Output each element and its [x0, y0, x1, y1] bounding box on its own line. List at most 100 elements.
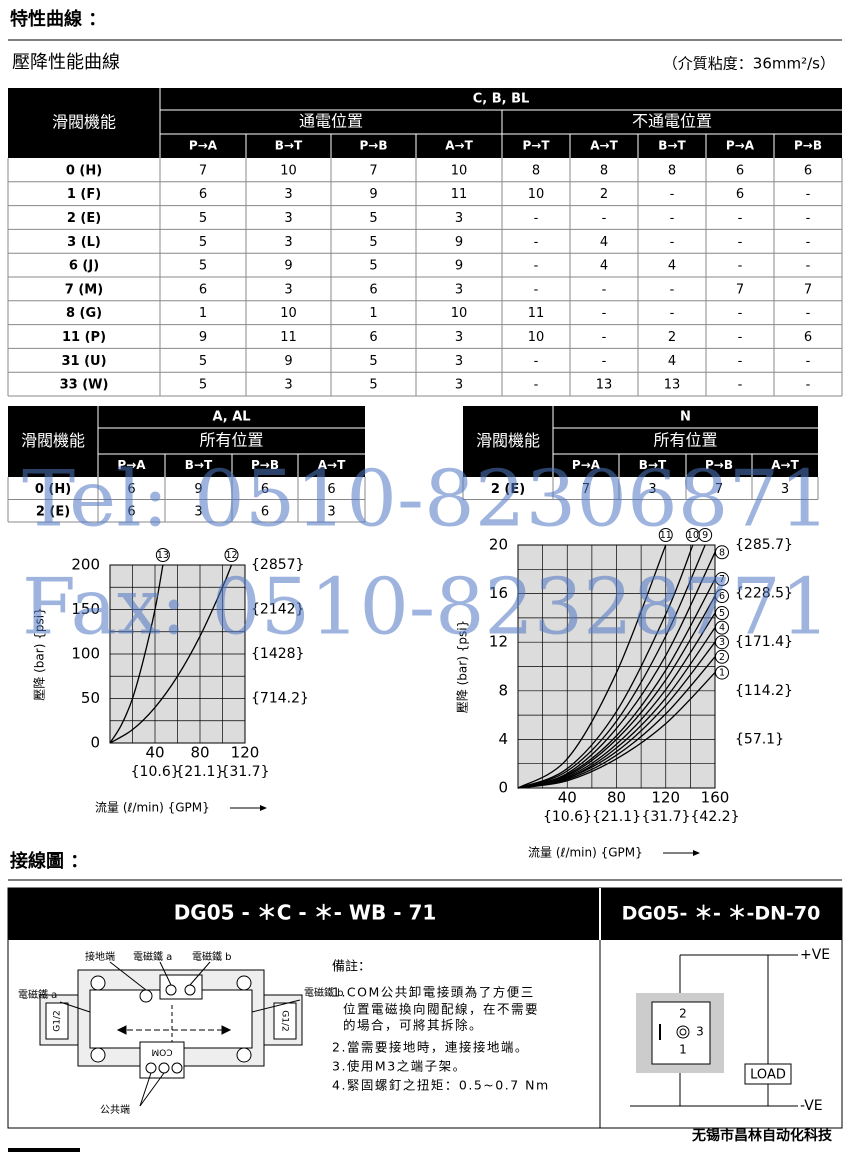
diagram-label: 電磁鐵 b: [304, 986, 344, 999]
row-label: 7 (M): [65, 282, 103, 297]
table-cell: -: [806, 259, 811, 274]
port-label: G1/2: [280, 1010, 290, 1031]
note-line: 的場合，可將其拆除。: [343, 1018, 483, 1033]
table-cell: 6: [804, 163, 812, 178]
table-group: C, B, BL: [473, 92, 530, 107]
table-cell: 6: [199, 187, 207, 202]
wiring-title: 接線圖 ：: [10, 850, 88, 872]
y2-tick-label: {2142}: [251, 602, 304, 618]
table-cell: 9: [455, 259, 463, 274]
row-label: 2 (E): [67, 211, 101, 226]
table-cell: 3: [455, 282, 463, 297]
x-axis-label: 流量 (ℓ/min) {GPM}: [528, 846, 643, 860]
table-cell: 11: [528, 306, 545, 321]
table-cell: 10: [451, 163, 468, 178]
row-label: 0 (H): [35, 482, 71, 497]
watermark: Tel: 0510-82306871: [22, 455, 830, 545]
x-axis-label: 流量 (ℓ/min) {GPM}: [95, 801, 210, 815]
y-tick-label: 0: [498, 779, 508, 797]
y2-tick-label: {2857}: [251, 557, 304, 573]
curve: [517, 627, 716, 789]
table-cell: 3: [781, 482, 789, 497]
pin: [676, 1025, 690, 1039]
pin-label: 2: [679, 1007, 687, 1021]
table-cell: -: [738, 306, 743, 321]
diagram-label: 接地端: [85, 950, 115, 963]
table-cell: 6: [199, 282, 207, 297]
wiring-title-bar: [8, 888, 842, 940]
table-cell: 7: [199, 163, 207, 178]
note-line: 位置電磁換向閥配線，在不需要: [343, 1002, 539, 1017]
table-cell: -: [670, 235, 675, 250]
curve: [517, 552, 716, 789]
leader: [59, 1001, 91, 1013]
table-cell: 10: [451, 306, 468, 321]
column-header: A→T: [445, 139, 473, 153]
curve-label-ring: [715, 606, 729, 621]
pin-label: 1: [679, 1043, 687, 1057]
table-subgroup: 不通電位置: [632, 112, 712, 131]
table-cell: 7: [369, 163, 377, 178]
curve: [517, 544, 706, 789]
table-cell: 3: [194, 504, 202, 519]
table-cell: -: [534, 282, 539, 297]
x2-tick-label: {10.6}: [543, 809, 592, 825]
x-tick-label: 80: [607, 789, 626, 807]
supply-label: +VE: [800, 947, 830, 963]
table-cell: 10: [528, 330, 545, 345]
x-tick-label: 120: [651, 789, 680, 807]
y-tick-label: 50: [81, 689, 100, 707]
curve-label-ring: [685, 528, 700, 542]
y-tick-label: 8: [498, 681, 508, 699]
y2-tick-label: {114.2}: [735, 683, 793, 699]
curve: [517, 595, 716, 789]
x2-tick-label: {21.1}: [592, 809, 641, 825]
table-cell: -: [806, 354, 811, 369]
table-cell: 3: [455, 330, 463, 345]
pin-label: 3: [696, 1025, 704, 1039]
column-header: P→A: [572, 458, 601, 472]
row-label: 2 (E): [36, 504, 70, 519]
curve-label: 5: [719, 608, 725, 619]
connector-drawing: [630, 954, 798, 1107]
table-cell: 3: [327, 504, 335, 519]
arrowhead: [116, 1025, 232, 1035]
column-header: P→B: [794, 139, 822, 153]
column-header: B→T: [275, 139, 303, 153]
column-header: B→T: [639, 458, 667, 472]
watermark: Fax: 0510-82328771: [22, 563, 830, 653]
table-cell: 5: [199, 378, 207, 393]
table-cell: 6: [736, 187, 744, 202]
y-tick-label: 12: [489, 633, 508, 651]
curve-label: 3: [719, 637, 725, 648]
com-label: COM: [151, 1047, 172, 1057]
screw: [90, 975, 106, 991]
supply-label: -VE: [800, 1098, 823, 1114]
y-axis-label: 壓降 (bar) {psi}: [33, 607, 47, 700]
row-label: 6 (J): [69, 259, 99, 274]
table-cell: -: [738, 330, 743, 345]
table-header: [8, 88, 842, 158]
curve: [517, 672, 716, 789]
table-cell: 5: [199, 354, 207, 369]
table-cell: 5: [369, 378, 377, 393]
table-cell: 3: [284, 235, 292, 250]
table-cell: 9: [284, 354, 292, 369]
screw: [90, 1047, 106, 1063]
table-cell: 5: [369, 354, 377, 369]
table-cell: 3: [455, 378, 463, 393]
y2-tick-label: {714.2}: [251, 691, 309, 707]
x2-tick-label: {42.2}: [691, 809, 740, 825]
table-stub: 滑閥機能: [52, 113, 116, 132]
x-tick-label: 80: [190, 744, 209, 762]
table-cell: 7: [804, 282, 812, 297]
table-cell: 13: [596, 378, 613, 393]
table-group: N: [680, 410, 691, 425]
y-tick-label: 16: [489, 584, 508, 602]
terminal: [171, 1062, 183, 1074]
table-cell: 5: [369, 235, 377, 250]
table-header: [463, 406, 818, 477]
screw: [236, 1047, 252, 1063]
table-cell: 4: [668, 354, 676, 369]
table-cell: -: [806, 211, 811, 226]
